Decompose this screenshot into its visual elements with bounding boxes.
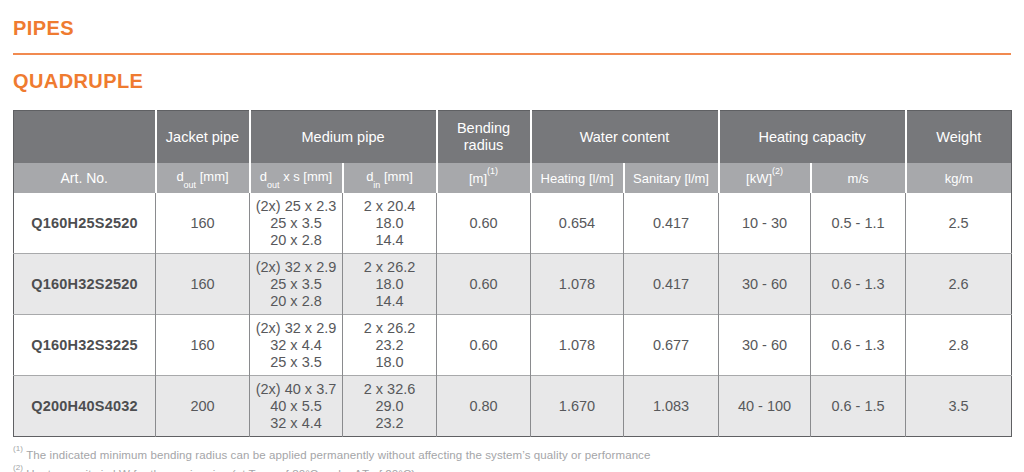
cell-velocity-ms: 0.6 - 1.5 <box>811 376 906 437</box>
col-header-medium-din: din [mm] <box>343 163 437 193</box>
table-row: Q160H25S2520 160 (2x) 25 x 2.325 x 3.520… <box>14 193 1012 254</box>
cell-jacket-dout: 160 <box>156 193 250 254</box>
cell-medium-dout-s: (2x) 32 x 2.925 x 3.520 x 2.8 <box>250 254 343 315</box>
cell-jacket-dout: 200 <box>156 376 250 437</box>
group-header-empty <box>14 111 156 164</box>
cell-capacity-kw: 10 - 30 <box>719 193 811 254</box>
cell-velocity-ms: 0.6 - 1.3 <box>811 254 906 315</box>
cell-medium-din: 2 x 20.418.014.4 <box>343 193 437 254</box>
group-header-bending-radius: Bending radius <box>437 111 531 164</box>
group-header-medium-pipe: Medium pipe <box>250 111 437 164</box>
table-row: Q160H32S3225 160 (2x) 32 x 2.932 x 4.425… <box>14 315 1012 376</box>
col-header-ms: m/s <box>811 163 906 193</box>
group-header-water-content: Water content <box>531 111 719 164</box>
cell-capacity-kw: 30 - 60 <box>719 254 811 315</box>
cell-weight: 2.8 <box>906 315 1012 376</box>
cell-bending-radius: 0.80 <box>437 376 531 437</box>
group-header-weight: Weight <box>906 111 1012 164</box>
cell-bending-radius: 0.60 <box>437 315 531 376</box>
cell-weight: 2.6 <box>906 254 1012 315</box>
cell-medium-dout-s: (2x) 25 x 2.325 x 3.520 x 2.8 <box>250 193 343 254</box>
cell-capacity-kw: 40 - 100 <box>719 376 811 437</box>
footnotes: (1) The indicated minimum bending radius… <box>13 444 1011 472</box>
cell-water-heating: 1.078 <box>531 315 624 376</box>
cell-medium-din: 2 x 26.223.218.0 <box>343 315 437 376</box>
cell-velocity-ms: 0.6 - 1.3 <box>811 315 906 376</box>
cell-art-no: Q160H25S2520 <box>14 193 156 254</box>
sub-header-row: Art. No. dout [mm] dout x s [mm] din [mm… <box>14 163 1012 193</box>
cell-water-sanitary: 1.083 <box>624 376 719 437</box>
group-header-heating-capacity: Heating capacity <box>719 111 906 164</box>
table-row: Q200H40S4032 200 (2x) 40 x 3.740 x 5.532… <box>14 376 1012 437</box>
cell-weight: 2.5 <box>906 193 1012 254</box>
col-header-jacket-dout: dout [mm] <box>156 163 250 193</box>
cell-capacity-kw: 30 - 60 <box>719 315 811 376</box>
cell-jacket-dout: 160 <box>156 254 250 315</box>
cell-art-no: Q200H40S4032 <box>14 376 156 437</box>
cell-water-heating: 0.654 <box>531 193 624 254</box>
col-header-bending-radius-m: [m](1) <box>437 163 531 193</box>
section-title: QUADRUPLE <box>13 55 1011 93</box>
cell-medium-din: 2 x 32.629.023.2 <box>343 376 437 437</box>
group-header-row: Jacket pipe Medium pipe Bending radius W… <box>14 111 1012 164</box>
col-header-medium-dout-s: dout x s [mm] <box>250 163 343 193</box>
table-row: Q160H32S2520 160 (2x) 32 x 2.925 x 3.520… <box>14 254 1012 315</box>
cell-weight: 3.5 <box>906 376 1012 437</box>
cell-water-sanitary: 0.417 <box>624 254 719 315</box>
pipes-quadruple-table: Jacket pipe Medium pipe Bending radius W… <box>13 110 1012 437</box>
cell-medium-dout-s: (2x) 32 x 2.932 x 4.425 x 3.5 <box>250 315 343 376</box>
col-header-heating-lm: Heating [l/m] <box>531 163 624 193</box>
cell-medium-din: 2 x 26.218.014.4 <box>343 254 437 315</box>
footnote-2: (2) Heat capacity in kW for the carrier … <box>13 463 1011 472</box>
group-header-jacket-pipe: Jacket pipe <box>156 111 250 164</box>
catalog-page: PIPES QUADRUPLE Jacket pipe Medium pipe … <box>0 0 1024 472</box>
col-header-kgm: kg/m <box>906 163 1012 193</box>
cell-water-heating: 1.670 <box>531 376 624 437</box>
col-header-art-no: Art. No. <box>14 163 156 193</box>
cell-bending-radius: 0.60 <box>437 254 531 315</box>
cell-art-no: Q160H32S3225 <box>14 315 156 376</box>
cell-medium-dout-s: (2x) 40 x 3.740 x 5.532 x 4.4 <box>250 376 343 437</box>
col-header-kw: [kW](2) <box>719 163 811 193</box>
cell-water-heating: 1.078 <box>531 254 624 315</box>
cell-bending-radius: 0.60 <box>437 193 531 254</box>
cell-water-sanitary: 0.417 <box>624 193 719 254</box>
cell-jacket-dout: 160 <box>156 315 250 376</box>
cell-art-no: Q160H32S2520 <box>14 254 156 315</box>
footnote-1: (1) The indicated minimum bending radius… <box>13 444 1011 463</box>
cell-velocity-ms: 0.5 - 1.1 <box>811 193 906 254</box>
page-title: PIPES <box>13 0 1011 40</box>
col-header-sanitary-lm: Sanitary [l/m] <box>624 163 719 193</box>
cell-water-sanitary: 0.677 <box>624 315 719 376</box>
